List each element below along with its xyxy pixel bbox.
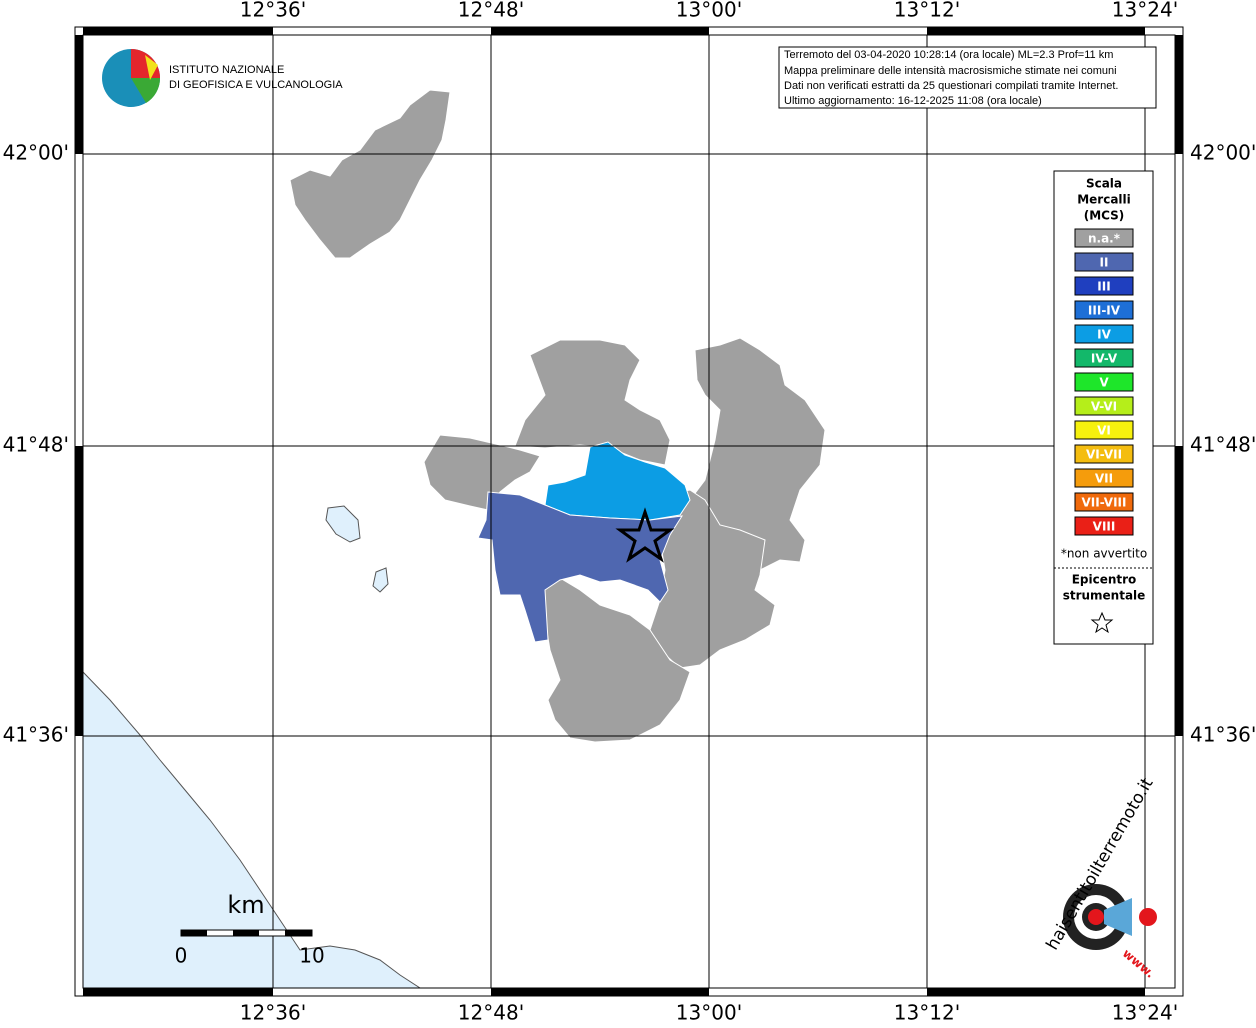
legend: Scala Mercalli (MCS) *non avvertito Epic… xyxy=(1053,170,1154,645)
legend-star xyxy=(1090,611,1114,634)
info-line: Ultimo aggiornamento: 16-12-2025 11:08 (… xyxy=(784,95,1042,107)
lat-label: 42°00' xyxy=(1190,141,1256,165)
epicenter-star xyxy=(615,507,675,563)
frame-bar xyxy=(927,27,1145,35)
frame-bar xyxy=(83,988,273,996)
legend-swatch xyxy=(1074,372,1134,392)
legend-swatch xyxy=(1074,420,1134,440)
region xyxy=(539,577,691,743)
legend-label: IV xyxy=(1097,328,1111,342)
logo-text: DI GEOFISICA E VULCANOLOGIA xyxy=(169,79,343,91)
lake xyxy=(372,567,389,593)
scale-seg xyxy=(181,930,207,936)
frame-bar xyxy=(83,27,273,35)
info-line: Mappa preliminare delle intensità macros… xyxy=(784,65,1117,77)
ingv-logo: ISTITUTO NAZIONALE DI GEOFISICA E VULCAN… xyxy=(102,49,343,107)
legend-label: V xyxy=(1099,376,1109,390)
lon-label: 12°48' xyxy=(458,0,524,22)
legend-label: IV-V xyxy=(1091,352,1118,366)
legend-label: II xyxy=(1100,256,1109,270)
legend-swatch xyxy=(1074,444,1134,464)
badge-help xyxy=(1139,908,1157,926)
lat-label: 41°48' xyxy=(3,433,69,457)
legend-epicenter: strumentale xyxy=(1063,589,1146,603)
frame-bar xyxy=(75,446,83,736)
legend-label: V-VI xyxy=(1091,400,1117,414)
legend-swatch xyxy=(1074,516,1134,536)
legend-label: III xyxy=(1097,280,1110,294)
axis-labels: 12°36' 12°48' 13°00' 13°12' 13°24' 12°36… xyxy=(3,0,1256,1025)
legend-title: Scala xyxy=(1086,177,1122,191)
info-line: Dati non verificati estratti da 25 quest… xyxy=(784,80,1118,92)
frame xyxy=(74,26,1184,997)
lon-label: 13°12' xyxy=(894,0,960,22)
region xyxy=(689,337,826,571)
legend-label: III-IV xyxy=(1088,304,1121,318)
region xyxy=(649,489,776,669)
legend-swatch xyxy=(1074,276,1134,296)
scale-label: 10 xyxy=(299,944,324,968)
legend-footnote: *non avvertito xyxy=(1061,547,1147,561)
info-box: Terremoto del 03-04-2020 10:28:14 (ora l… xyxy=(778,46,1157,109)
frame-bar xyxy=(1175,446,1183,736)
info-frame xyxy=(778,46,1157,109)
lon-label: 13°00' xyxy=(676,1001,742,1025)
frame-bar xyxy=(491,988,709,996)
lon-label: 13°12' xyxy=(894,1001,960,1025)
frame-bar xyxy=(491,27,709,35)
lat-label: 41°48' xyxy=(1190,433,1256,457)
legend-swatch xyxy=(1074,468,1134,488)
lat-label: 42°00' xyxy=(3,141,69,165)
frame-bar xyxy=(1175,35,1183,154)
region xyxy=(289,89,451,259)
legend-label: VI-VII xyxy=(1086,448,1122,462)
frame-bar xyxy=(927,988,1145,996)
legend-label: VI xyxy=(1097,424,1111,438)
logo-segment xyxy=(131,78,161,103)
lon-label: 12°36' xyxy=(240,1001,306,1025)
legend-swatch xyxy=(1074,252,1134,272)
lon-label: 12°48' xyxy=(458,1001,524,1025)
legend-swatch xyxy=(1074,228,1134,248)
legend-label: VII-VIII xyxy=(1081,496,1126,510)
legend-label: VII xyxy=(1095,472,1113,486)
scale-label: 0 xyxy=(175,944,188,968)
logo-segment xyxy=(145,55,158,80)
lat-label: 41°36' xyxy=(3,723,69,747)
badge-speaker xyxy=(1104,898,1132,936)
legend-epicenter: Epicentro xyxy=(1072,573,1137,587)
scale-seg xyxy=(285,930,312,936)
lon-label: 12°36' xyxy=(240,0,306,22)
legend-title: Mercalli xyxy=(1077,193,1131,207)
legend-swatch xyxy=(1074,396,1134,416)
badge-dot xyxy=(1088,909,1104,925)
legend-label: n.a.* xyxy=(1088,232,1121,246)
lon-label: 13°00' xyxy=(676,0,742,22)
legend-swatch xyxy=(1074,348,1134,368)
legend-swatch xyxy=(1074,300,1134,320)
frame-bar xyxy=(75,35,83,154)
scale-unit: km xyxy=(227,891,264,919)
lat-label: 41°36' xyxy=(1190,723,1256,747)
legend-swatch xyxy=(1074,324,1134,344)
lon-label: 13°24' xyxy=(1112,1001,1178,1025)
municipalities xyxy=(289,89,826,743)
logo-text: ISTITUTO NAZIONALE xyxy=(169,64,284,76)
scale-bar: km 0 10 xyxy=(175,891,325,968)
lon-label: 13°24' xyxy=(1112,0,1178,22)
info-line: Terremoto del 03-04-2020 10:28:14 (ora l… xyxy=(784,49,1113,61)
lake xyxy=(325,505,361,543)
legend-label: VIII xyxy=(1093,520,1116,534)
region-iv xyxy=(544,441,691,521)
scale-seg xyxy=(233,930,259,936)
legend-swatch xyxy=(1074,492,1134,512)
legend-title: (MCS) xyxy=(1084,209,1125,223)
